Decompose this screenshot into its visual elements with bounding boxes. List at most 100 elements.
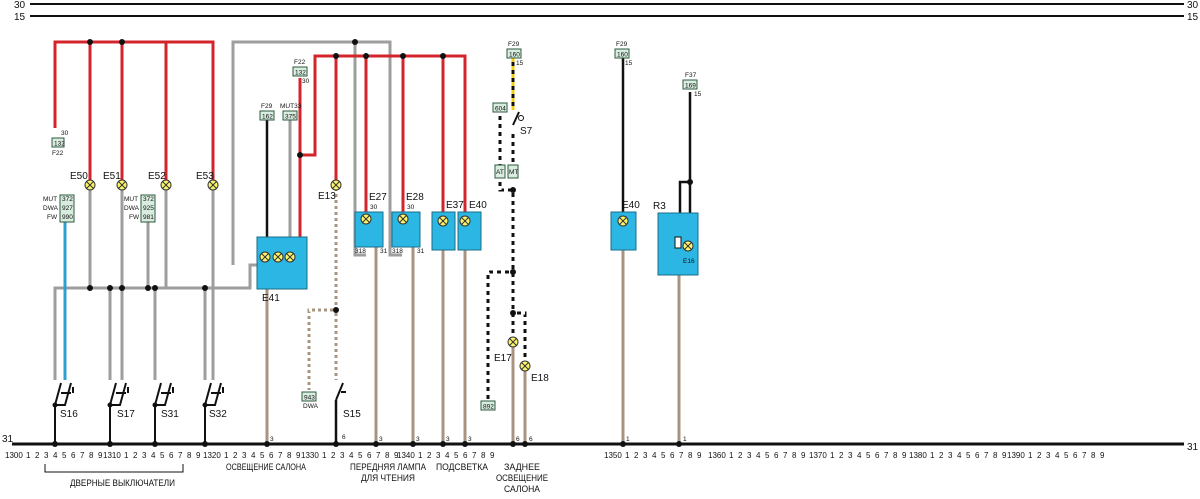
ruler-digit: 3 [44, 451, 49, 460]
svg-text:S7: S7 [520, 126, 533, 137]
svg-text:S17: S17 [117, 409, 135, 420]
door-switch-icon [107, 382, 129, 444]
svg-text:E52: E52 [148, 171, 166, 182]
fuse-f22-mid: 132 F22 30 [292, 59, 310, 85]
svg-text:E17: E17 [494, 353, 512, 364]
svg-text:MUT33: MUT33 [280, 103, 302, 110]
svg-text:6: 6 [516, 436, 520, 443]
ruler-decade: 1310 [103, 451, 121, 460]
svg-text:375: 375 [285, 114, 296, 121]
fuse-f29-162: 162 F29 [259, 103, 275, 121]
ruler-digit: 5 [1064, 451, 1069, 460]
ruler-decade: 1300 [5, 451, 23, 460]
svg-text:E13: E13 [318, 191, 336, 202]
ruler-digit: 9 [296, 451, 301, 460]
lamp-icon [284, 251, 296, 263]
svg-text:E40: E40 [469, 200, 487, 211]
svg-text:990: 990 [62, 214, 73, 221]
grid-ruler: 1300 1 2 3 4 5 6 7 8 9 1310 1 2 3 4 5 6 7 8 9 1320 1 2 3 4 5 6 7 8 9 1… [5, 451, 1105, 460]
ground-node [410, 441, 416, 447]
svg-text:132: 132 [295, 70, 306, 77]
svg-text:MUT: MUT [43, 196, 57, 203]
fuse-mut33: 375 MUT33 [280, 103, 302, 121]
svg-text:132: 132 [54, 141, 65, 148]
ruler-digit: 4 [151, 451, 156, 460]
svg-text:MT: MT [509, 169, 518, 176]
ruler-digit: 4 [53, 451, 58, 460]
ruler-digit: 8 [1091, 451, 1096, 460]
ruler-digit: 2 [35, 451, 40, 460]
svg-text:6: 6 [342, 434, 346, 441]
ruler-digit: 7 [376, 451, 381, 460]
ruler-digit: 7 [984, 451, 989, 460]
svg-text:160: 160 [509, 52, 520, 59]
wires-door-lamps [53, 39, 258, 380]
ground-node [202, 441, 208, 447]
svg-text:892: 892 [483, 404, 494, 411]
ground-node [264, 441, 270, 447]
ruler-digit: 7 [178, 451, 183, 460]
ruler-digit: 5 [866, 451, 871, 460]
svg-text:6: 6 [529, 436, 533, 443]
ruler-digit: 4 [349, 451, 354, 460]
door-switch-icon [152, 382, 174, 444]
fuse-f29-160-b: 160 F29 15 [614, 41, 633, 67]
ruler-digit: 4 [652, 451, 657, 460]
ruler-digit: 1 [625, 451, 630, 460]
svg-text:160: 160 [617, 52, 628, 59]
door-switch-icon [52, 382, 74, 444]
ruler-digit: 9 [902, 451, 907, 460]
ground-node [373, 441, 379, 447]
svg-text:F29: F29 [616, 41, 628, 48]
ruler-digit: 5 [765, 451, 770, 460]
lamps [84, 179, 694, 372]
ruler-digit: 8 [481, 451, 486, 460]
lamp-icon [330, 179, 342, 191]
ruler-digit: 2 [839, 451, 844, 460]
ruler-digit: 3 [643, 451, 648, 460]
connector-mt: MT [507, 164, 519, 179]
ruler-digit: 2 [233, 451, 238, 460]
ruler-digit: 3 [747, 451, 752, 460]
wires-rear [486, 58, 693, 400]
svg-text:15: 15 [625, 60, 633, 67]
rail-15-label-left: 15 [14, 12, 26, 23]
ruler-digit: 3 [1046, 451, 1051, 460]
svg-text:3: 3 [270, 436, 274, 443]
connector-604: 604 [492, 102, 508, 113]
ruler-digit: 7 [472, 451, 477, 460]
ruler-digit: 6 [269, 451, 274, 460]
svg-text:AT: AT [496, 169, 504, 176]
ruler-digit: 8 [792, 451, 797, 460]
rail-31-label-left: 31 [2, 434, 14, 445]
ruler-digit: 8 [688, 451, 693, 460]
ruler-digit: 2 [133, 451, 138, 460]
ground-node [522, 441, 528, 447]
ruler-digit: 9 [697, 451, 702, 460]
section-backlight: ПОДСВЕТКА [436, 462, 489, 473]
wires-gray-top [231, 39, 402, 265]
ruler-digit: 1 [26, 451, 31, 460]
ruler-digit: 3 [436, 451, 441, 460]
pin-318-e27: 318 [355, 248, 366, 255]
lamp-icon [437, 215, 449, 227]
svg-text:E53: E53 [196, 171, 214, 182]
ruler-digit: 1 [1028, 451, 1033, 460]
svg-text:F22: F22 [52, 150, 64, 157]
svg-text:15: 15 [516, 60, 524, 67]
ruler-digit: 5 [661, 451, 666, 460]
lamp-icon [519, 360, 531, 372]
ruler-digit: 5 [454, 451, 459, 460]
ruler-digit: 2 [331, 451, 336, 460]
svg-text:1: 1 [626, 436, 630, 443]
svg-text:E51: E51 [103, 171, 121, 182]
svg-text:MUT: MUT [124, 196, 138, 203]
fuse-f22-left: 132 30 F22 [51, 130, 69, 157]
svg-text:DWA: DWA [124, 205, 140, 212]
ruler-digit: 8 [89, 451, 94, 460]
svg-text:3: 3 [468, 436, 472, 443]
ground-node [620, 441, 626, 447]
ruler-digit: 9 [196, 451, 201, 460]
ruler-digit: 3 [242, 451, 247, 460]
